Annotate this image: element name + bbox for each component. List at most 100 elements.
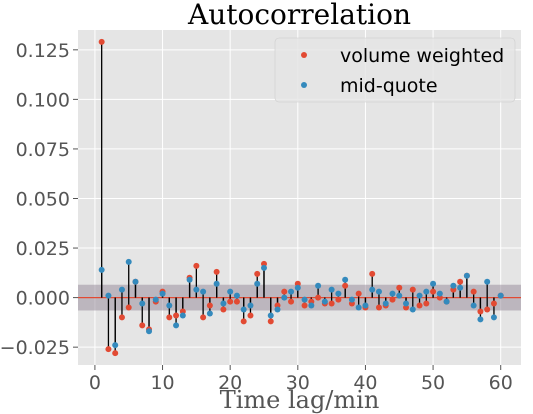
- point-mid-quote: [213, 280, 220, 287]
- point-mid-quote: [497, 292, 504, 299]
- point-mid-quote: [321, 298, 328, 305]
- point-mid-quote: [416, 292, 423, 299]
- point-volume-weighted: [213, 268, 220, 275]
- point-mid-quote: [267, 312, 274, 319]
- x-tick-label: 50: [421, 372, 445, 394]
- point-mid-quote: [139, 300, 146, 307]
- point-mid-quote: [490, 314, 497, 321]
- point-volume-weighted: [288, 298, 295, 305]
- point-mid-quote: [186, 276, 193, 283]
- legend-marker-volume-weighted: [301, 52, 307, 58]
- point-mid-quote: [375, 288, 382, 295]
- point-mid-quote: [301, 296, 308, 303]
- point-mid-quote: [477, 316, 484, 323]
- point-volume-weighted: [328, 300, 335, 307]
- point-mid-quote: [206, 310, 213, 317]
- legend-marker-mid-quote: [301, 82, 307, 88]
- point-mid-quote: [355, 304, 362, 311]
- point-volume-weighted: [139, 322, 146, 329]
- x-tick-label: 20: [218, 372, 242, 394]
- point-volume-weighted: [240, 318, 247, 325]
- point-volume-weighted: [220, 306, 227, 313]
- data-points: [98, 38, 504, 357]
- point-volume-weighted: [409, 286, 416, 293]
- point-mid-quote: [132, 278, 139, 285]
- point-volume-weighted: [118, 314, 125, 321]
- point-volume-weighted: [166, 314, 173, 321]
- point-mid-quote: [450, 282, 457, 289]
- point-mid-quote: [112, 342, 119, 349]
- point-mid-quote: [240, 306, 247, 313]
- y-tick-label: 0.125: [16, 40, 70, 62]
- point-mid-quote: [335, 290, 342, 297]
- x-tick-label: 30: [286, 372, 310, 394]
- point-mid-quote: [105, 292, 112, 299]
- point-mid-quote: [173, 322, 180, 329]
- point-volume-weighted: [470, 288, 477, 295]
- point-mid-quote: [315, 282, 322, 289]
- point-mid-quote: [260, 264, 267, 271]
- point-volume-weighted: [112, 350, 119, 357]
- point-mid-quote: [233, 292, 240, 299]
- point-volume-weighted: [301, 302, 308, 309]
- point-volume-weighted: [233, 298, 240, 305]
- point-volume-weighted: [227, 298, 234, 305]
- point-volume-weighted: [173, 312, 180, 319]
- point-volume-weighted: [281, 288, 288, 295]
- point-mid-quote: [254, 280, 261, 287]
- legend-label-volume-weighted: volume weighted: [340, 45, 504, 67]
- point-mid-quote: [382, 300, 389, 307]
- point-mid-quote: [389, 290, 396, 297]
- point-volume-weighted: [490, 300, 497, 307]
- point-mid-quote: [166, 302, 173, 309]
- y-tick-label: 0.050: [16, 188, 70, 210]
- point-mid-quote: [227, 288, 234, 295]
- point-mid-quote: [470, 302, 477, 309]
- x-tick-label: 40: [353, 372, 377, 394]
- point-volume-weighted: [105, 346, 112, 353]
- point-volume-weighted: [396, 284, 403, 291]
- point-volume-weighted: [342, 282, 349, 289]
- y-tick-label: 0.075: [16, 139, 70, 161]
- point-mid-quote: [396, 292, 403, 299]
- point-volume-weighted: [477, 308, 484, 315]
- point-mid-quote: [118, 286, 125, 293]
- point-volume-weighted: [98, 38, 105, 45]
- point-mid-quote: [348, 296, 355, 303]
- point-mid-quote: [463, 272, 470, 279]
- point-mid-quote: [274, 306, 281, 313]
- point-volume-weighted: [335, 296, 342, 303]
- x-tick-label: 60: [489, 372, 513, 394]
- point-volume-weighted: [430, 288, 437, 295]
- point-mid-quote: [146, 328, 153, 335]
- point-volume-weighted: [254, 270, 261, 277]
- legend: volume weighted mid-quote: [274, 37, 516, 103]
- point-mid-quote: [288, 288, 295, 295]
- point-mid-quote: [423, 288, 430, 295]
- point-volume-weighted: [423, 300, 430, 307]
- point-mid-quote: [342, 276, 349, 283]
- point-mid-quote: [179, 312, 186, 319]
- point-mid-quote: [281, 294, 288, 301]
- y-tick-label: −0.025: [0, 337, 70, 359]
- point-mid-quote: [403, 300, 410, 307]
- point-volume-weighted: [389, 296, 396, 303]
- legend-box: [274, 37, 516, 103]
- legend-label-mid-quote: mid-quote: [340, 75, 438, 97]
- y-tick-label: 0.025: [16, 238, 70, 260]
- x-tick-label: 10: [150, 372, 174, 394]
- point-mid-quote: [369, 286, 376, 293]
- point-volume-weighted: [206, 302, 213, 309]
- point-volume-weighted: [193, 262, 200, 269]
- chart-title: Autocorrelation: [187, 0, 411, 31]
- y-tick-label: 0.000: [16, 288, 70, 310]
- point-mid-quote: [328, 286, 335, 293]
- point-volume-weighted: [375, 304, 382, 311]
- point-mid-quote: [247, 302, 254, 309]
- point-mid-quote: [484, 278, 491, 285]
- point-volume-weighted: [484, 306, 491, 313]
- point-mid-quote: [125, 258, 132, 265]
- point-mid-quote: [98, 266, 105, 273]
